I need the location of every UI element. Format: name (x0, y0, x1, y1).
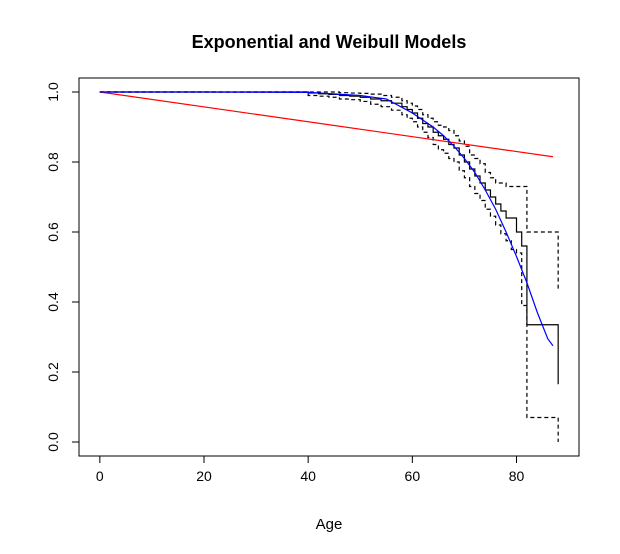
axes: 0 20 40 60 80 0.0 0.2 0.4 0.6 0.8 1.0 (45, 77, 580, 484)
x-tick-label: 60 (405, 468, 421, 484)
x-tick-label: 80 (509, 468, 525, 484)
series-line-3 (99, 91, 554, 158)
y-tick-label: 0.4 (45, 292, 61, 312)
y-tick-label: 0.6 (45, 222, 61, 242)
y-tick-label: 0.2 (45, 362, 61, 382)
series-line-0 (99, 91, 559, 385)
plot-area (99, 91, 559, 442)
series-line-1 (99, 91, 559, 292)
x-tick-label: 20 (196, 468, 212, 484)
x-tick-label: 0 (96, 468, 104, 484)
series-line-2 (99, 91, 559, 442)
x-axis-label: Age (316, 516, 343, 533)
y-tick-label: 1.0 (45, 82, 61, 102)
plot-frame (78, 77, 580, 457)
y-tick-label: 0.8 (45, 152, 61, 172)
x-tick-label: 40 (300, 468, 316, 484)
series-line-4 (99, 91, 554, 347)
chart-title: Exponential and Weibull Models (192, 32, 467, 52)
y-tick-label: 0.0 (45, 432, 61, 452)
